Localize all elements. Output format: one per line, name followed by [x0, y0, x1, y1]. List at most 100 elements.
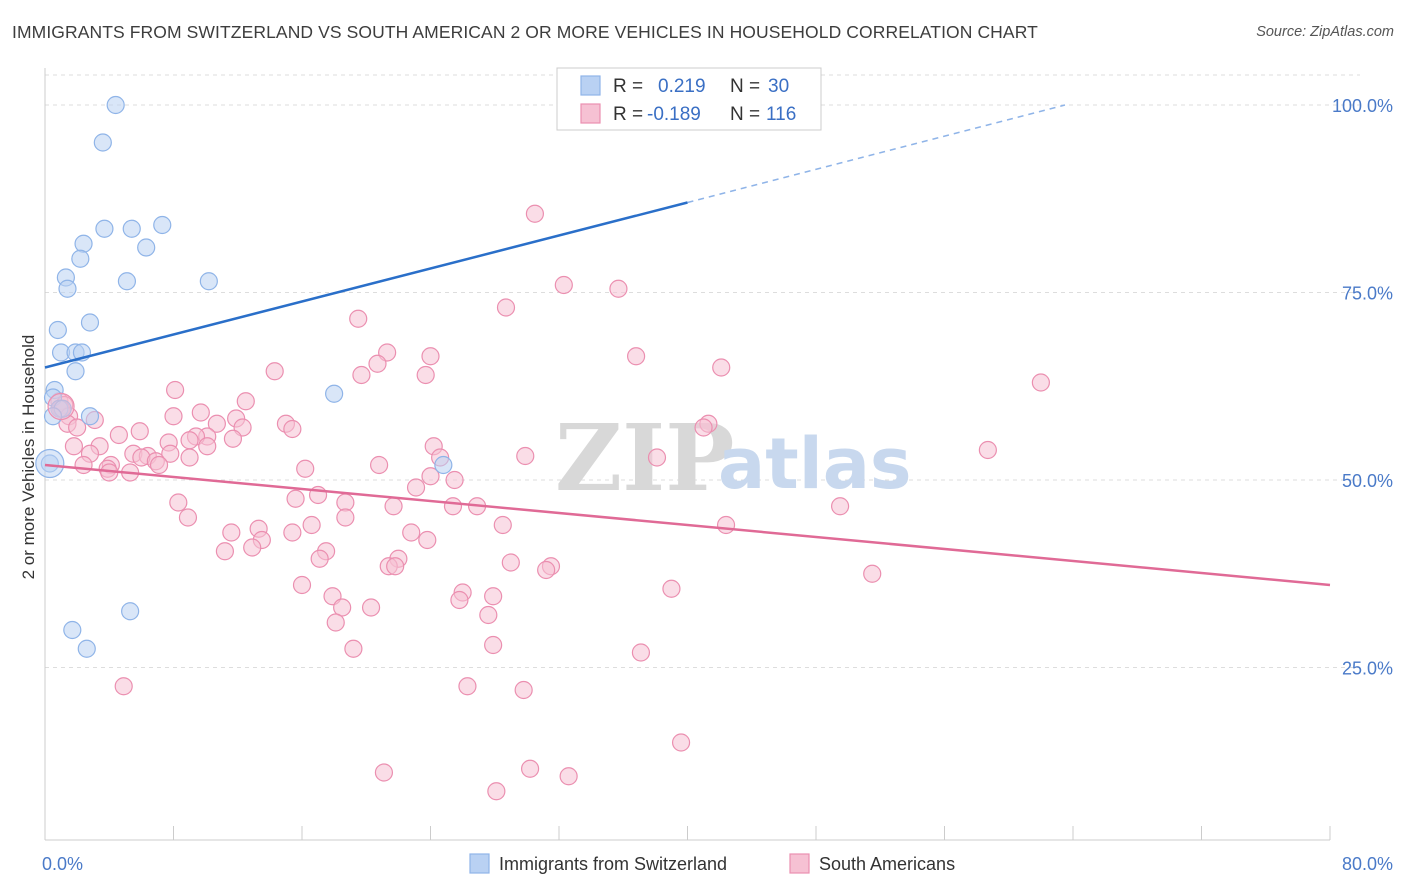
south-americans-point — [130, 422, 149, 441]
legend-r-label-2: R = — [613, 104, 643, 125]
points-layer — [35, 95, 1050, 801]
south-americans-point — [445, 470, 464, 490]
south-americans-point — [716, 515, 736, 535]
switzerland-point — [121, 602, 140, 621]
south-americans-point — [493, 515, 512, 535]
south-americans-point — [712, 358, 731, 377]
south-americans-point — [647, 448, 667, 467]
switzerland-cluster-point — [35, 448, 65, 479]
switzerland-trend-extension — [687, 104, 1066, 204]
south-americans-point — [671, 733, 691, 752]
south-americans-point — [479, 605, 498, 625]
south-americans-point — [386, 557, 405, 576]
legend-r-value-1: 0.219 — [658, 76, 706, 97]
switzerland-trend-line — [44, 201, 688, 369]
south-americans-point — [863, 564, 882, 583]
south-americans-point — [292, 575, 312, 595]
south-americans-point — [978, 440, 997, 460]
switzerland-point — [80, 407, 100, 426]
south-americans-point — [443, 497, 463, 516]
legend-r-value-2: -0.189 — [647, 104, 701, 125]
south-americans-point — [374, 763, 394, 782]
south-americans-point — [352, 365, 371, 385]
south-americans-point — [421, 347, 440, 366]
legend-swatch-pink — [580, 103, 601, 124]
switzerland-point — [95, 219, 114, 238]
south-americans-point — [222, 523, 241, 542]
y-tick-label: 50.0% — [1342, 471, 1393, 491]
y-tick-label: 75.0% — [1342, 284, 1393, 304]
south-americans-point — [458, 677, 477, 696]
series-legend-label-south-americans: South Americans — [819, 854, 955, 874]
series-legend: Immigrants from Switzerland South Americ… — [469, 853, 955, 874]
legend-n-value-2: 116 — [766, 104, 796, 125]
south-americans-point — [694, 418, 713, 437]
watermark: ZIP atlas — [555, 404, 912, 512]
south-americans-point — [484, 587, 503, 606]
south-americans-point — [416, 365, 435, 385]
south-americans-point — [626, 347, 646, 366]
south-americans-point — [516, 446, 535, 466]
south-americans-point — [68, 418, 87, 437]
south-americans-point — [64, 437, 84, 456]
trend-layer — [44, 104, 1331, 587]
legend-r-label-1: R = — [613, 76, 643, 97]
south-americans-point — [418, 530, 437, 550]
south-americans-point — [302, 515, 321, 535]
axis-layer: 25.0% 50.0% 75.0% 100.0% 0.0% 80.0% — [42, 68, 1393, 874]
south-americans-point — [223, 429, 243, 448]
south-americans-point — [191, 403, 210, 422]
south-americans-point — [149, 455, 169, 475]
south-americans-point — [286, 489, 305, 508]
south-americans-point — [402, 523, 421, 542]
south-americans-point — [554, 275, 573, 295]
switzerland-point — [117, 272, 137, 291]
south-americans-point — [114, 677, 133, 696]
south-americans-point — [296, 459, 315, 478]
switzerland-point — [434, 455, 453, 475]
south-americans-point — [265, 362, 284, 381]
south-americans-point — [207, 414, 226, 433]
series-legend-swatch-south-americans — [789, 853, 810, 874]
south-americans-point — [164, 407, 183, 426]
south-americans-point — [180, 431, 199, 450]
south-americans-point — [370, 455, 389, 475]
south-americans-point — [74, 455, 93, 475]
south-americans-point — [368, 354, 387, 373]
south-americans-point — [336, 508, 355, 527]
south-americans-point — [109, 425, 128, 445]
switzerland-point — [106, 95, 125, 115]
south-americans-point — [178, 508, 198, 527]
south-americans-point — [161, 444, 180, 463]
south-americans-point — [609, 279, 628, 298]
y-tick-label: 100.0% — [1332, 96, 1393, 116]
south-americans-point — [283, 523, 302, 542]
switzerland-point — [66, 362, 85, 381]
switzerland-point — [77, 639, 96, 658]
series-legend-swatch-switzerland — [469, 853, 490, 874]
switzerland-point — [137, 238, 156, 257]
south-americans-point — [1031, 373, 1050, 392]
chart-title: IMMIGRANTS FROM SWITZERLAND VS SOUTH AME… — [12, 22, 1038, 42]
switzerland-point — [153, 215, 172, 235]
switzerland-point — [199, 272, 218, 291]
switzerland-point — [71, 249, 90, 268]
south-americans-point — [830, 497, 850, 516]
south-americans-point — [496, 298, 516, 317]
legend-n-value-1: 30 — [768, 76, 789, 97]
switzerland-point — [74, 234, 93, 253]
south-americans-point — [501, 553, 520, 572]
south-americans-point — [326, 613, 345, 632]
south-americans-cluster-point — [47, 392, 75, 421]
chart-source: Source: ZipAtlas.com — [1256, 24, 1394, 40]
grid-layer — [45, 74, 1360, 668]
x-tick-label-min: 0.0% — [42, 854, 83, 874]
south-americans-point — [525, 204, 545, 223]
south-americans-point — [333, 598, 352, 617]
south-americans-point — [384, 497, 403, 516]
watermark-atlas: atlas — [718, 423, 912, 505]
south-americans-point — [180, 448, 199, 467]
switzerland-point — [80, 313, 100, 332]
y-axis-label: 2 or more Vehicles in Household — [19, 335, 38, 580]
switzerland-point — [63, 620, 82, 640]
